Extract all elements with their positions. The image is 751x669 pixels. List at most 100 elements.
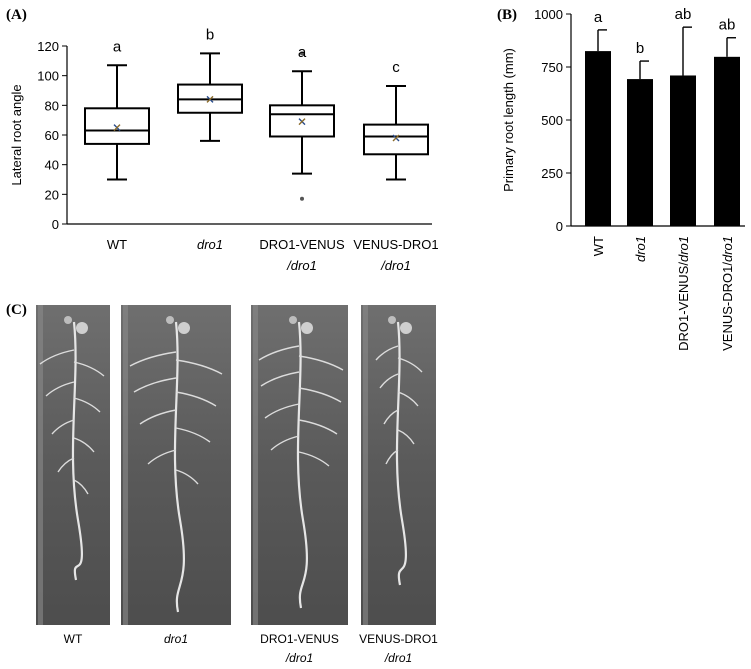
lateral-root: [383, 409, 399, 425]
photo-label: DRO1-VENUS: [260, 632, 339, 646]
box-group: c: [363, 59, 429, 181]
mean-marker: [206, 95, 214, 103]
y-tick-label: 120: [37, 39, 59, 54]
plate-edge: [253, 305, 258, 625]
photo-label-line2: /dro1: [384, 651, 412, 665]
primary-root-length-barchart: Primary root length (mm) 02505007501000 …: [501, 6, 745, 351]
box-group: a: [84, 38, 150, 181]
lateral-root: [175, 359, 223, 375]
lateral-root: [375, 345, 399, 361]
x-tick-label: dro1: [633, 236, 648, 262]
y-tick-label: 40: [45, 158, 59, 173]
y-tick-label: 750: [541, 60, 563, 75]
y-tick-label: 20: [45, 187, 59, 202]
box-iqr: [84, 107, 150, 145]
x-tick-label-line2: /dro1: [286, 258, 317, 273]
bar: [627, 79, 653, 226]
y-tick-label: 60: [45, 128, 59, 143]
significance-letter: a: [298, 44, 307, 61]
lateral-root: [45, 381, 75, 397]
primary-root: [71, 321, 84, 581]
mean-marker: [392, 134, 400, 142]
significance-letter: a: [594, 9, 603, 26]
lateral-root: [133, 377, 177, 393]
lateral-root: [260, 371, 300, 387]
cotyledon: [388, 316, 396, 324]
seedling-photo: [36, 305, 110, 625]
significance-letter: b: [636, 40, 644, 57]
bar: [585, 51, 611, 226]
y-tick-label: 0: [556, 219, 563, 234]
x-tick-label: VENUS-DRO1/dro1: [720, 236, 735, 351]
lateral-root: [39, 349, 75, 365]
cotyledon: [289, 316, 297, 324]
lateral-root: [129, 351, 177, 367]
box-iqr: [363, 123, 429, 156]
lateral-root: [175, 469, 199, 485]
lateral-root: [270, 435, 300, 451]
x-tick-label: WT: [107, 237, 127, 252]
y-axis-title: Primary root length (mm): [501, 48, 516, 192]
significance-letter: b: [206, 26, 214, 43]
cotyledon: [64, 316, 72, 324]
bar-group: b: [627, 40, 653, 226]
box-group: a: [269, 44, 335, 201]
primary-root: [173, 321, 186, 613]
y-tick-label: 100: [37, 69, 59, 84]
lateral-root: [258, 345, 300, 361]
lateral-root: [397, 429, 415, 445]
photo-label: VENUS-DRO1: [359, 632, 438, 646]
lateral-root: [175, 427, 211, 443]
y-tick-label: 250: [541, 166, 563, 181]
cotyledon: [76, 322, 88, 334]
x-tick-label: DRO1-VENUS: [259, 237, 345, 252]
y-tick-label: 1000: [534, 7, 563, 22]
outlier-point: [300, 51, 304, 56]
bar-group: ab: [670, 6, 696, 226]
x-tick-label: VENUS-DRO1: [353, 237, 438, 252]
photo-label: WT: [64, 632, 83, 646]
primary-root: [296, 321, 309, 609]
lateral-root: [139, 409, 177, 425]
x-tick-label: DRO1-VENUS/dro1: [676, 236, 691, 351]
lateral-root: [73, 397, 101, 413]
x-tick-label: dro1: [197, 237, 223, 252]
plate-edge: [38, 305, 43, 625]
lateral-root: [147, 449, 177, 465]
bar: [670, 75, 696, 226]
lateral-root: [397, 357, 423, 373]
lateral-root: [385, 449, 399, 465]
x-tick-label-line2: /dro1: [380, 258, 411, 273]
significance-letter: c: [392, 59, 400, 76]
bar-group: ab: [714, 17, 740, 226]
seedling-photo: [251, 305, 348, 625]
lateral-root: [298, 451, 330, 467]
y-axis-title: Lateral root angle: [9, 84, 24, 185]
lateral-root: [73, 479, 89, 495]
panel-label-c: (C): [6, 302, 27, 318]
significance-letter: a: [113, 38, 122, 55]
bar-group: a: [585, 9, 611, 226]
lateral-root: [264, 403, 300, 419]
lateral-root: [73, 361, 105, 377]
photo-label: dro1: [164, 632, 188, 646]
lateral-root: [57, 457, 75, 473]
outlier-point: [300, 196, 304, 201]
lateral-root: [298, 387, 342, 403]
lateral-root: [175, 391, 217, 407]
seedling-photo: [121, 305, 231, 625]
mean-marker: [113, 124, 121, 132]
lateral-root: [379, 373, 399, 389]
primary-root: [395, 321, 408, 586]
y-tick-label: 500: [541, 113, 563, 128]
lateral-root: [397, 391, 419, 407]
lateral-root: [298, 355, 344, 371]
mean-marker: [298, 118, 306, 126]
lateral-root: [51, 419, 75, 435]
lateral-root: [298, 419, 338, 435]
y-tick-label: 0: [52, 217, 59, 232]
seedling-photos: WT dro1 DRO1-VENUS/dro1 VENUS-DRO1/dro1: [36, 305, 438, 665]
cotyledon: [400, 322, 412, 334]
